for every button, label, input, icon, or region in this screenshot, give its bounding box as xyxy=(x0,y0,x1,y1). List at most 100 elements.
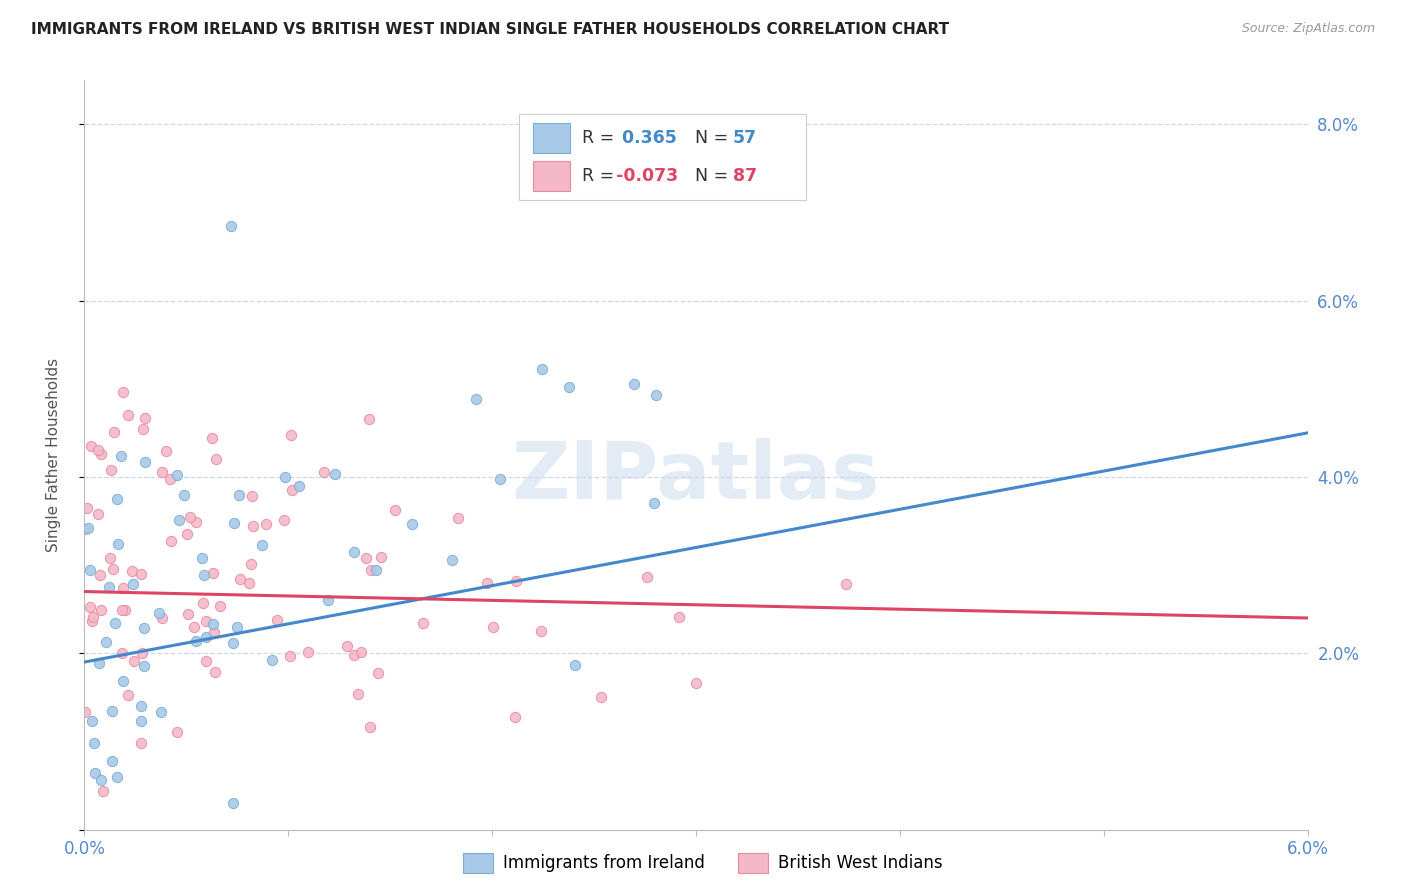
Point xyxy=(623,377,645,392)
Point xyxy=(278,649,301,664)
Point xyxy=(342,648,364,662)
Point xyxy=(643,496,665,510)
Point xyxy=(209,599,232,614)
Point xyxy=(564,658,586,673)
Point xyxy=(132,422,155,436)
Point xyxy=(101,562,124,576)
Point xyxy=(76,501,98,516)
Point xyxy=(225,620,247,634)
Point xyxy=(274,470,297,484)
Point xyxy=(238,575,260,590)
Point xyxy=(204,665,226,679)
Point xyxy=(205,452,228,467)
Text: N =: N = xyxy=(683,129,734,147)
Point xyxy=(111,646,134,660)
Point xyxy=(129,714,152,728)
Point xyxy=(129,698,152,713)
Point xyxy=(82,614,104,628)
Point xyxy=(79,563,101,577)
Point xyxy=(114,603,136,617)
Legend: Immigrants from Ireland, British West Indians: Immigrants from Ireland, British West In… xyxy=(457,847,949,880)
Point xyxy=(336,640,359,654)
Point xyxy=(530,362,553,376)
Point xyxy=(129,567,152,582)
Text: ZIPatlas: ZIPatlas xyxy=(512,438,880,516)
Point xyxy=(159,472,181,486)
Point xyxy=(80,439,103,453)
FancyBboxPatch shape xyxy=(519,114,806,200)
Point xyxy=(219,219,242,234)
Point xyxy=(266,613,288,627)
Point xyxy=(668,610,690,624)
Point xyxy=(262,652,284,666)
Point xyxy=(82,610,104,624)
Point xyxy=(112,384,135,399)
Point xyxy=(835,577,858,591)
Point xyxy=(447,510,470,524)
Point xyxy=(312,465,335,479)
Point xyxy=(202,566,225,581)
Point xyxy=(281,483,304,497)
Point xyxy=(90,772,112,787)
Point xyxy=(250,538,273,552)
Point xyxy=(240,489,263,503)
Text: IMMIGRANTS FROM IRELAND VS BRITISH WEST INDIAN SINGLE FATHER HOUSEHOLDS CORRELAT: IMMIGRANTS FROM IRELAND VS BRITISH WEST … xyxy=(31,22,949,37)
Point xyxy=(167,513,190,527)
Point xyxy=(87,442,110,457)
Point xyxy=(150,611,173,625)
Point xyxy=(83,736,105,750)
Point xyxy=(90,447,112,461)
Point xyxy=(242,519,264,533)
Point xyxy=(323,467,346,481)
Point xyxy=(194,654,217,668)
Text: N =: N = xyxy=(683,167,734,185)
Point xyxy=(360,564,382,578)
Point xyxy=(89,656,111,670)
Point xyxy=(75,522,97,536)
Point xyxy=(280,428,302,442)
Point xyxy=(228,572,250,586)
Point xyxy=(110,603,132,617)
Point xyxy=(100,463,122,477)
Point xyxy=(202,616,225,631)
Point xyxy=(183,620,205,634)
Point xyxy=(184,634,207,648)
Point xyxy=(121,564,143,578)
Point xyxy=(184,515,207,529)
Point xyxy=(685,676,707,690)
Point xyxy=(359,720,381,734)
FancyBboxPatch shape xyxy=(533,161,569,191)
Point xyxy=(273,513,295,527)
Point xyxy=(343,545,366,559)
Point xyxy=(82,714,104,728)
Point xyxy=(107,537,129,551)
Point xyxy=(101,704,124,718)
Point xyxy=(482,619,505,633)
Point xyxy=(636,570,658,584)
Point xyxy=(90,603,112,617)
Y-axis label: Single Father Households: Single Father Households xyxy=(46,358,60,552)
Point xyxy=(347,687,370,701)
Point xyxy=(155,443,177,458)
Point xyxy=(558,379,581,393)
Point xyxy=(134,410,156,425)
Point xyxy=(179,510,201,524)
Point xyxy=(132,621,155,635)
Point xyxy=(98,551,121,566)
Point xyxy=(103,425,125,440)
Text: 57: 57 xyxy=(733,129,756,147)
Point xyxy=(384,503,406,517)
Point xyxy=(412,615,434,630)
Point xyxy=(201,431,224,445)
Text: Source: ZipAtlas.com: Source: ZipAtlas.com xyxy=(1241,22,1375,36)
Point xyxy=(193,567,215,582)
Point xyxy=(316,593,339,607)
Point xyxy=(401,517,423,532)
Point xyxy=(122,577,145,591)
Point xyxy=(112,581,135,595)
Point xyxy=(117,408,139,422)
Point xyxy=(124,654,146,668)
Text: R =: R = xyxy=(582,129,620,147)
Point xyxy=(240,557,263,571)
Point xyxy=(224,516,246,531)
